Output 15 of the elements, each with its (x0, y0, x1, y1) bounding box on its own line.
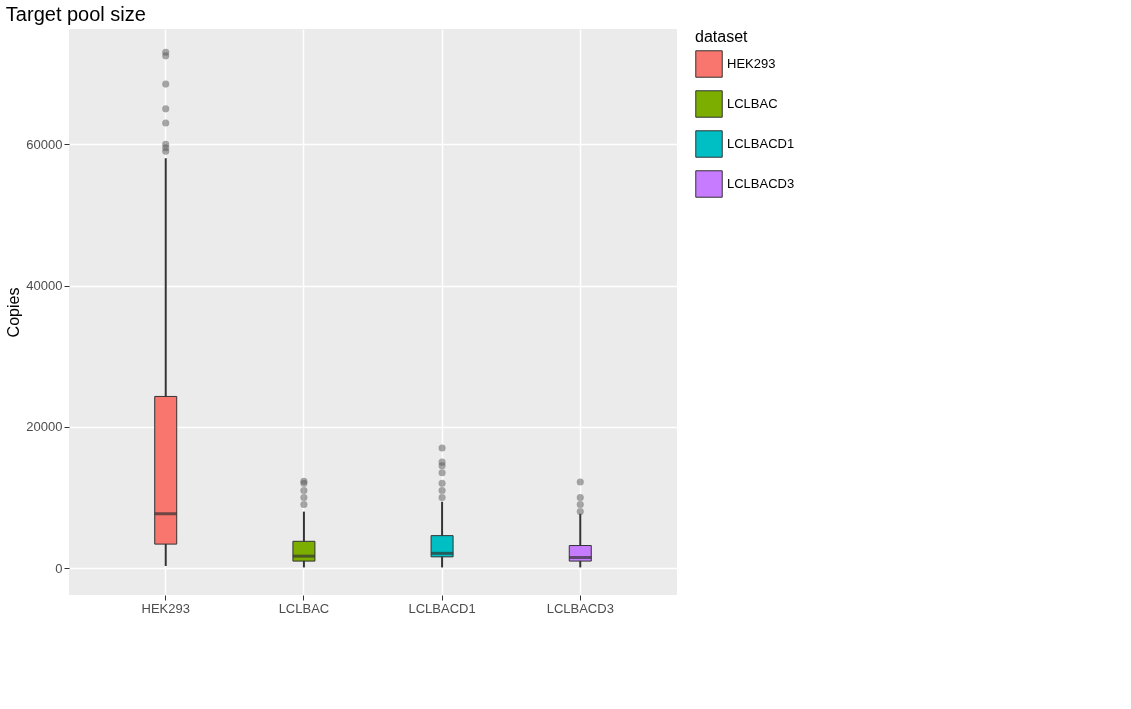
legend-label: LCLBACD3 (727, 176, 795, 191)
y-tick-label: 60000 (26, 136, 63, 152)
legend-label: HEK293 (727, 56, 776, 71)
legend-label: LCLBACD1 (727, 136, 795, 151)
chart-title: Target pool size (5, 3, 146, 25)
y-axis-title: Copies (5, 287, 23, 338)
x-tick-label: LCLBACD3 (546, 600, 614, 616)
y-tick-label: 20000 (26, 419, 63, 435)
x-tick-label: LCLBACD1 (408, 600, 476, 616)
legend-label: LCLBAC (727, 96, 778, 111)
legend-title: dataset (695, 28, 749, 45)
x-tick-label: LCLBAC (278, 600, 330, 616)
y-tick-label: 0 (55, 560, 63, 576)
x-tick-label: HEK293 (141, 600, 190, 616)
y-tick-label: 40000 (26, 278, 63, 293)
